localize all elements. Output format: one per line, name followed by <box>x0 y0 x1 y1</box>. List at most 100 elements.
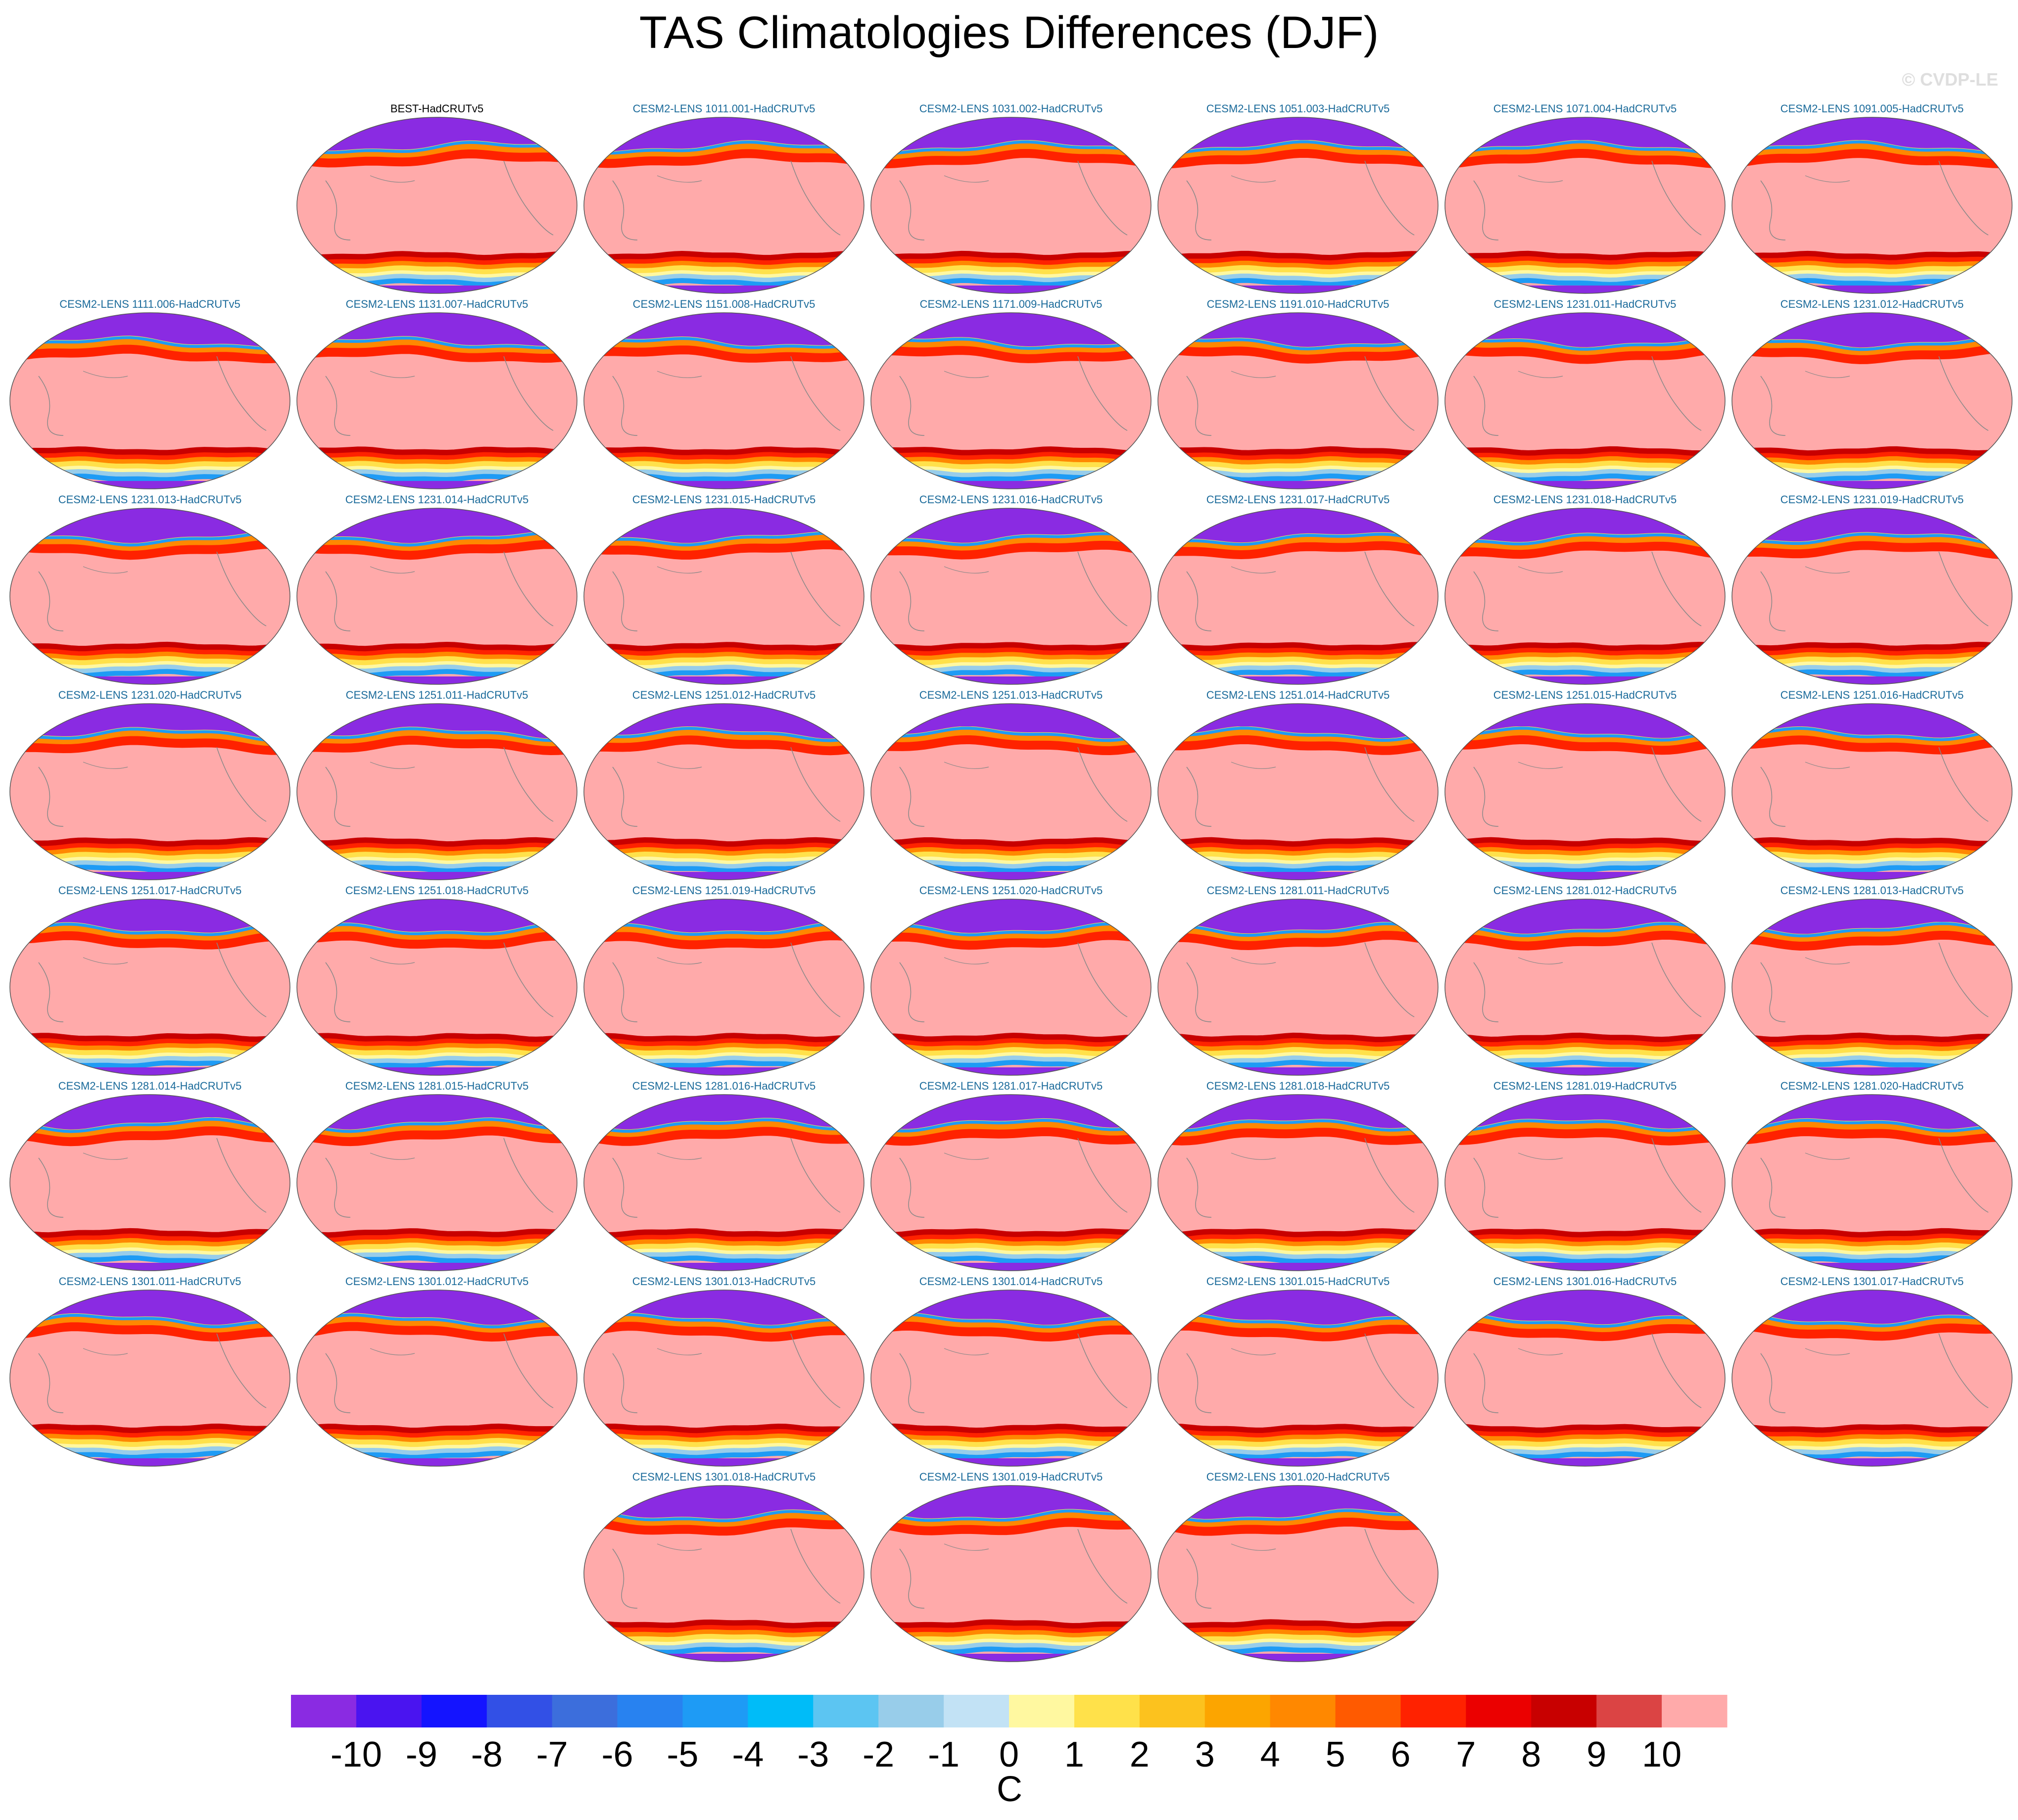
colorbar-tick-label: 10 <box>1642 1735 1682 1774</box>
map-plot <box>870 508 1152 685</box>
map-plot <box>1157 1290 1439 1467</box>
map-plot <box>1444 703 1726 880</box>
map-panel: CESM2-LENS 1301.018-HadCRUTv5 <box>583 1470 865 1663</box>
map-panel: CESM2-LENS 1301.017-HadCRUTv5 <box>1731 1274 2013 1467</box>
map-panel: CESM2-LENS 1231.013-HadCRUTv5 <box>9 492 291 685</box>
map-panel: CESM2-LENS 1251.016-HadCRUTv5 <box>1731 688 2013 881</box>
map-panel: CESM2-LENS 1301.011-HadCRUTv5 <box>9 1274 291 1467</box>
panel-label: CESM2-LENS 1231.017-HadCRUTv5 <box>1206 493 1390 506</box>
colorbar-tick-label: 0 <box>999 1735 1019 1774</box>
panel-label: CESM2-LENS 1251.019-HadCRUTv5 <box>632 884 816 897</box>
colorbar-swatch <box>1009 1695 1075 1727</box>
map-panel: CESM2-LENS 1251.012-HadCRUTv5 <box>583 688 865 881</box>
colorbar-swatch <box>748 1695 814 1727</box>
map-panel: CESM2-LENS 1231.018-HadCRUTv5 <box>1444 492 1726 685</box>
map-plot <box>1444 1094 1726 1271</box>
colorbar-tick-label: 8 <box>1521 1735 1541 1774</box>
map-plot <box>296 508 577 685</box>
map-panel: CESM2-LENS 1011.001-HadCRUTv5 <box>583 101 865 294</box>
panel-label: CESM2-LENS 1011.001-HadCRUTv5 <box>632 102 816 115</box>
panel-label: CESM2-LENS 1301.013-HadCRUTv5 <box>632 1275 816 1288</box>
panel-label: CESM2-LENS 1091.005-HadCRUTv5 <box>1780 102 1964 115</box>
panel-label: CESM2-LENS 1231.012-HadCRUTv5 <box>1780 298 1964 310</box>
map-plot <box>9 312 290 489</box>
panel-label: CESM2-LENS 1301.016-HadCRUTv5 <box>1493 1275 1677 1288</box>
map-panel: CESM2-LENS 1301.019-HadCRUTv5 <box>870 1470 1152 1663</box>
map-plot <box>296 1094 577 1271</box>
colorbar-tick-label: 6 <box>1391 1735 1410 1774</box>
colorbar-swatch <box>1531 1695 1597 1727</box>
map-plot <box>583 312 865 489</box>
map-panel: CESM2-LENS 1251.011-HadCRUTv5 <box>296 688 578 881</box>
colorbar-tick-label: -3 <box>797 1735 829 1774</box>
panel-label: CESM2-LENS 1301.011-HadCRUTv5 <box>58 1275 241 1288</box>
panel-label: CESM2-LENS 1251.013-HadCRUTv5 <box>919 689 1103 701</box>
panel-label: CESM2-LENS 1131.007-HadCRUTv5 <box>345 298 529 310</box>
map-plot <box>1731 703 2013 880</box>
map-plot <box>1731 899 2013 1076</box>
colorbar-swatch <box>813 1695 879 1727</box>
colorbar-tick-label: 2 <box>1130 1735 1150 1774</box>
map-plot <box>1157 1094 1439 1271</box>
map-plot <box>583 1485 865 1662</box>
map-panel: CESM2-LENS 1301.016-HadCRUTv5 <box>1444 1274 1726 1467</box>
colorbar-tick-label: -5 <box>667 1735 698 1774</box>
map-panel: CESM2-LENS 1301.015-HadCRUTv5 <box>1157 1274 1439 1467</box>
map-plot <box>1444 508 1726 685</box>
colorbar-swatch <box>291 1695 357 1727</box>
map-panel: CESM2-LENS 1281.012-HadCRUTv5 <box>1444 883 1726 1076</box>
map-panel: CESM2-LENS 1301.020-HadCRUTv5 <box>1157 1470 1439 1663</box>
map-panel: BEST-HadCRUTv5 <box>296 101 578 294</box>
map-plot <box>296 117 577 294</box>
map-plot <box>583 703 865 880</box>
colorbar-tick-label: 9 <box>1586 1735 1606 1774</box>
map-panel: CESM2-LENS 1281.017-HadCRUTv5 <box>870 1079 1152 1272</box>
colorbar-swatch <box>1596 1695 1662 1727</box>
map-panel: CESM2-LENS 1251.013-HadCRUTv5 <box>870 688 1152 881</box>
colorbar-tick-label: 7 <box>1456 1735 1476 1774</box>
colorbar-swatch <box>1400 1695 1466 1727</box>
panel-label: CESM2-LENS 1301.018-HadCRUTv5 <box>632 1471 816 1483</box>
panel-label: CESM2-LENS 1301.017-HadCRUTv5 <box>1780 1275 1964 1288</box>
colorbar-tick-label: -9 <box>406 1735 437 1774</box>
colorbar-swatch <box>944 1695 1009 1727</box>
colorbar-swatch <box>1074 1695 1140 1727</box>
map-plot <box>296 1290 577 1467</box>
panel-label: BEST-HadCRUTv5 <box>390 102 484 115</box>
map-panel: CESM2-LENS 1281.011-HadCRUTv5 <box>1157 883 1439 1076</box>
panel-label: CESM2-LENS 1171.009-HadCRUTv5 <box>919 298 1103 310</box>
colorbar-tick-label: -8 <box>471 1735 503 1774</box>
map-panel: CESM2-LENS 1091.005-HadCRUTv5 <box>1731 101 2013 294</box>
panel-label: CESM2-LENS 1251.016-HadCRUTv5 <box>1780 689 1964 701</box>
map-plot <box>1731 1094 2013 1271</box>
panel-label: CESM2-LENS 1231.014-HadCRUTv5 <box>345 493 529 506</box>
colorbar-swatch <box>356 1695 422 1727</box>
map-plot <box>1444 312 1726 489</box>
panel-label: CESM2-LENS 1251.017-HadCRUTv5 <box>58 884 242 897</box>
map-panel: CESM2-LENS 1251.020-HadCRUTv5 <box>870 883 1152 1076</box>
panel-label: CESM2-LENS 1281.016-HadCRUTv5 <box>632 1080 816 1092</box>
panel-label: CESM2-LENS 1281.013-HadCRUTv5 <box>1780 884 1964 897</box>
panel-label: CESM2-LENS 1051.003-HadCRUTv5 <box>1206 102 1390 115</box>
colorbar-tick-label: -10 <box>331 1735 382 1774</box>
map-panel: CESM2-LENS 1231.019-HadCRUTv5 <box>1731 492 2013 685</box>
map-plot <box>296 899 577 1076</box>
map-panel: CESM2-LENS 1231.015-HadCRUTv5 <box>583 492 865 685</box>
map-plot <box>1731 117 2013 294</box>
colorbar-swatch <box>617 1695 683 1727</box>
colorbar-swatch <box>682 1695 748 1727</box>
panel-label: CESM2-LENS 1281.017-HadCRUTv5 <box>919 1080 1103 1092</box>
colorbar-swatch <box>1139 1695 1205 1727</box>
panel-label: CESM2-LENS 1191.010-HadCRUTv5 <box>1206 298 1390 310</box>
map-panel: CESM2-LENS 1251.018-HadCRUTv5 <box>296 883 578 1076</box>
panel-label: CESM2-LENS 1281.012-HadCRUTv5 <box>1493 884 1677 897</box>
colorbar-swatch <box>552 1695 618 1727</box>
map-panel: CESM2-LENS 1031.002-HadCRUTv5 <box>870 101 1152 294</box>
panel-label: CESM2-LENS 1231.020-HadCRUTv5 <box>58 689 242 701</box>
map-plot <box>1731 1290 2013 1467</box>
map-plot <box>296 703 577 880</box>
map-panel: CESM2-LENS 1231.020-HadCRUTv5 <box>9 688 291 881</box>
colorbar-tick-label: -2 <box>863 1735 894 1774</box>
map-plot <box>9 508 290 685</box>
